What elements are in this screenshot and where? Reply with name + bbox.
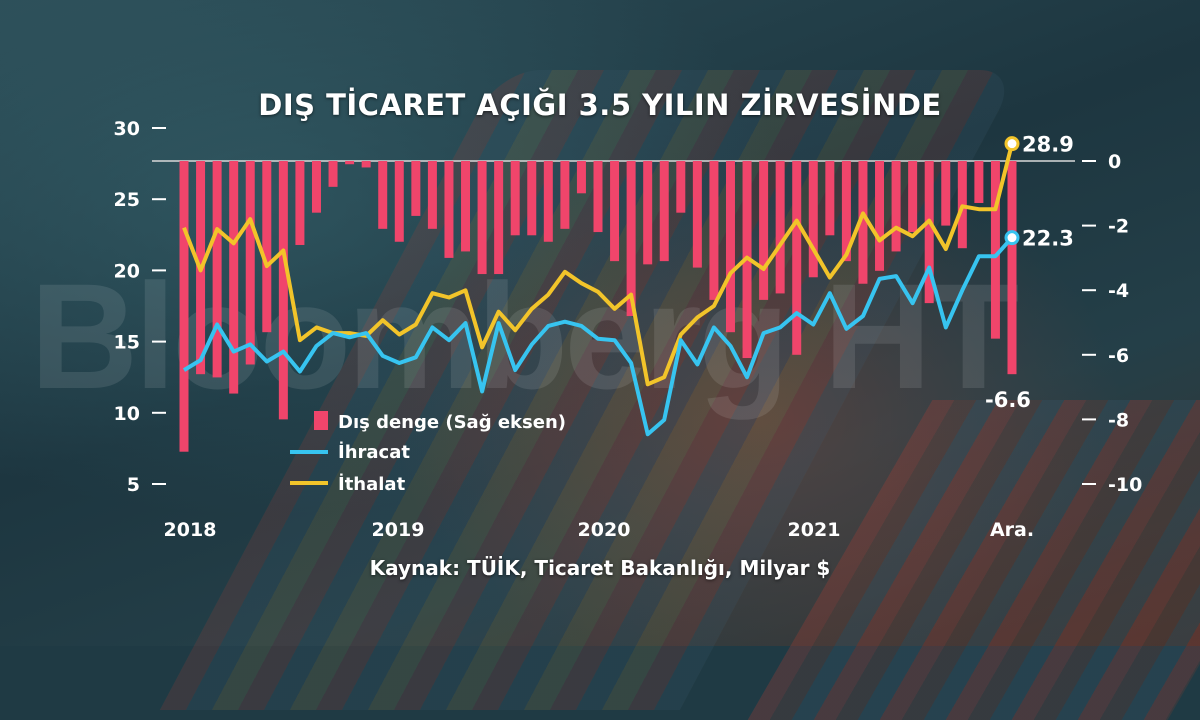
balance-bar bbox=[924, 161, 934, 304]
right-axis-label: -8 bbox=[1108, 409, 1129, 431]
right-axis-label: 0 bbox=[1108, 151, 1121, 173]
balance-bar bbox=[974, 161, 984, 203]
legend-imports-label: İthalat bbox=[338, 473, 406, 495]
left-axis-label: 30 bbox=[114, 118, 140, 140]
balance-bar bbox=[593, 161, 603, 233]
balance-bar bbox=[676, 161, 686, 213]
balance-bar bbox=[477, 161, 487, 275]
balance-bar bbox=[825, 161, 835, 236]
watermark-logo: Bloomberg HT bbox=[30, 252, 1019, 420]
right-axis-label: -4 bbox=[1108, 280, 1129, 302]
balance-bar bbox=[808, 161, 818, 278]
x-axis-label: Ara. bbox=[990, 519, 1034, 541]
right-axis-label: -2 bbox=[1108, 216, 1129, 238]
balance-last-label: -6.6 bbox=[985, 388, 1031, 412]
source-note: Kaynak: TÜİK, Ticaret Bakanlığı, Milyar … bbox=[369, 556, 831, 580]
legend-bar-label: Dış denge (Sağ eksen) bbox=[338, 412, 566, 433]
balance-bar bbox=[212, 161, 222, 378]
left-axis-label: 20 bbox=[114, 260, 140, 282]
balance-bar bbox=[908, 161, 918, 233]
balance-bar bbox=[378, 161, 388, 229]
chart-title: DIŞ TİCARET AÇIĞI 3.5 YILIN ZİRVESİNDE bbox=[258, 88, 942, 122]
balance-bar bbox=[311, 161, 321, 213]
balance-bar bbox=[841, 161, 851, 262]
imports-last-label: 28.9 bbox=[1022, 133, 1074, 157]
balance-bar bbox=[610, 161, 620, 262]
right-axis-label: -10 bbox=[1108, 474, 1142, 496]
balance-bar bbox=[626, 161, 636, 317]
imports-end-marker bbox=[1004, 136, 1020, 152]
balance-bar bbox=[875, 161, 885, 271]
balance-bar bbox=[229, 161, 239, 394]
x-axis-label: 2021 bbox=[788, 519, 841, 541]
balance-bar bbox=[328, 161, 338, 187]
left-axis-label: 10 bbox=[114, 403, 140, 425]
balance-bar bbox=[560, 161, 570, 229]
exports-last-label: 22.3 bbox=[1022, 227, 1074, 251]
balance-bar bbox=[576, 161, 586, 194]
balance-bar bbox=[444, 161, 454, 258]
balance-bar bbox=[775, 161, 785, 294]
legend-exports-label: İhracat bbox=[338, 441, 410, 463]
right-axis-label: -6 bbox=[1108, 345, 1129, 367]
balance-bar bbox=[361, 161, 371, 168]
balance-bar bbox=[510, 161, 520, 236]
balance-bar bbox=[792, 161, 802, 355]
balance-bar bbox=[295, 161, 305, 245]
balance-bar bbox=[709, 161, 719, 300]
balance-bar bbox=[941, 161, 951, 226]
balance-bar bbox=[179, 161, 189, 452]
balance-bar bbox=[427, 161, 437, 229]
left-axis-label: 5 bbox=[127, 474, 140, 496]
balance-bar bbox=[990, 161, 1000, 339]
balance-bar bbox=[527, 161, 537, 236]
balance-bar bbox=[494, 161, 504, 275]
exports-line bbox=[182, 236, 1014, 437]
legend-bar-swatch bbox=[314, 411, 328, 430]
balance-bar bbox=[411, 161, 421, 216]
x-axis-label: 2020 bbox=[578, 519, 631, 541]
balance-bar bbox=[345, 161, 355, 165]
balance-bar bbox=[278, 161, 288, 420]
balance-bar bbox=[759, 161, 769, 300]
balance-bar bbox=[461, 161, 471, 252]
x-axis-label: 2018 bbox=[164, 519, 217, 541]
balance-bar bbox=[692, 161, 702, 268]
balance-bar bbox=[543, 161, 553, 242]
balance-bar bbox=[725, 161, 735, 333]
balance-bar bbox=[1007, 161, 1017, 375]
left-axis-label: 15 bbox=[114, 332, 140, 354]
x-axis-label: 2019 bbox=[372, 519, 425, 541]
balance-bar bbox=[858, 161, 868, 284]
imports-line bbox=[182, 143, 1014, 387]
balance-bar bbox=[262, 161, 272, 333]
exports-end-marker bbox=[1004, 230, 1020, 246]
balance-bar bbox=[245, 161, 255, 365]
balance-bar bbox=[891, 161, 901, 252]
balance-bar bbox=[394, 161, 404, 242]
chart-area: 5 10 15 20 25 30 0 -2 -4 -6 -8 -10 28.9 22.3 -6.6 2018 2… bbox=[114, 118, 1143, 541]
balance-bar bbox=[643, 161, 653, 265]
balance-bar bbox=[659, 161, 669, 262]
left-axis-label: 25 bbox=[114, 189, 140, 211]
